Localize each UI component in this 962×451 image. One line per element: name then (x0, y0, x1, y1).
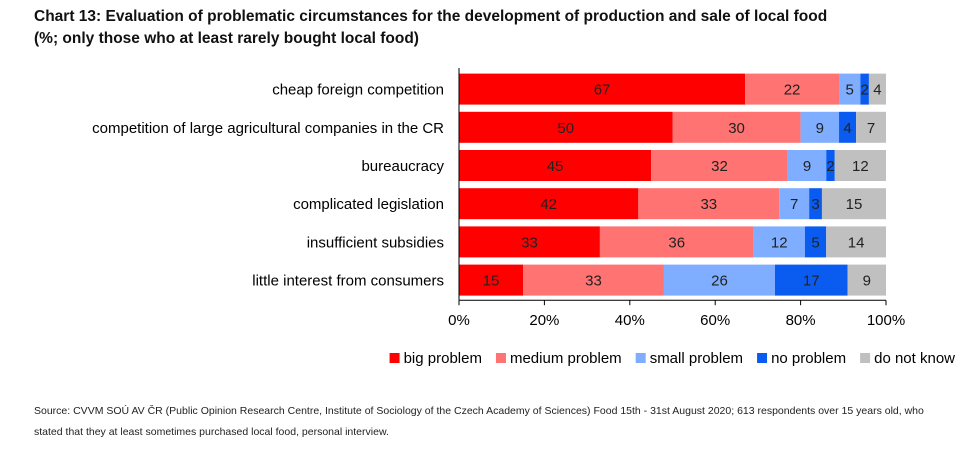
bar-segment (774, 264, 848, 296)
x-tick-label: 80% (786, 312, 816, 329)
x-tick-label: 40% (615, 312, 645, 329)
legend-label: small problem (650, 350, 743, 367)
data-label: 26 (711, 273, 728, 290)
legend-swatch (860, 353, 871, 363)
bar-segment (821, 188, 886, 220)
category-label: cheap foreign competition (272, 82, 444, 99)
data-label: 2 (860, 82, 868, 99)
category-label: insufficient subsidies (307, 234, 444, 251)
legend-label: medium problem (510, 350, 622, 367)
category-label: little interest from consumers (252, 273, 444, 290)
bar-segment (868, 73, 886, 105)
bar-segment (651, 150, 788, 181)
bar-segment (459, 188, 639, 220)
bar-segment (459, 111, 673, 143)
chart-title-block: Chart 13: Evaluation of problematic circ… (34, 6, 944, 50)
data-label: 2 (826, 158, 834, 175)
data-label: 30 (728, 120, 745, 137)
legend-swatch (495, 353, 506, 363)
data-label: 17 (803, 273, 820, 290)
bar-segment (459, 226, 600, 258)
category-label: bureaucracy (361, 158, 444, 175)
legend-swatch (389, 353, 400, 363)
data-label: 33 (700, 196, 717, 213)
bar-segment (826, 150, 835, 181)
bar-segment (663, 264, 775, 296)
data-label: 32 (711, 158, 728, 175)
x-tick-label: 60% (700, 312, 730, 329)
bar-segment (459, 73, 746, 105)
bar-segment (800, 111, 840, 143)
data-label: 36 (668, 234, 685, 251)
bar-segment (834, 150, 886, 181)
data-label: 5 (811, 234, 819, 251)
bar-segment (847, 264, 886, 296)
legend-label: big problem (404, 350, 482, 367)
data-label: 45 (547, 158, 564, 175)
legend-label: no problem (771, 350, 846, 367)
bar-segment (860, 73, 869, 105)
x-tick-label: 100% (867, 312, 905, 329)
chart-title: Chart 13: Evaluation of problematic circ… (34, 8, 828, 25)
data-label: 9 (803, 158, 811, 175)
data-label: 7 (790, 196, 798, 213)
bar-segment (856, 111, 886, 143)
data-label: 67 (594, 82, 611, 99)
bar-segment (839, 111, 857, 143)
data-label: 15 (483, 273, 500, 290)
data-label: 4 (873, 82, 881, 99)
legend-swatch (757, 353, 768, 363)
data-label: 5 (846, 82, 854, 99)
data-label: 33 (521, 234, 538, 251)
bar-segment (826, 226, 886, 258)
bar-segment (787, 150, 827, 181)
legend-label: do not know (874, 350, 955, 367)
data-label: 12 (771, 234, 788, 251)
x-tick-label: 20% (529, 312, 559, 329)
bar-segment (599, 226, 754, 258)
data-label: 12 (852, 158, 869, 175)
legend-swatch (635, 353, 646, 363)
bar-segment (459, 264, 524, 296)
bar-segment (459, 150, 652, 181)
data-label: 9 (863, 273, 871, 290)
bar-segment (839, 73, 861, 105)
bar-segment (638, 188, 780, 220)
stacked-bar-chart: cheap foreign competition 67 22 5 2 4competit… (92, 68, 955, 367)
bar-segment (753, 226, 805, 258)
bar-segment (804, 226, 827, 258)
category-label: competition of large agricultural compan… (92, 120, 444, 137)
data-label: 4 (843, 120, 851, 137)
data-label: 50 (557, 120, 574, 137)
chart-subtitle: (%; only those who at least rarely bough… (34, 30, 419, 47)
bar-segment (672, 111, 801, 143)
category-label: complicated legislation (293, 196, 444, 213)
data-label: 15 (846, 196, 863, 213)
bar-segment (809, 188, 822, 220)
data-label: 33 (585, 273, 602, 290)
x-tick-label: 0% (448, 312, 470, 329)
bar-segment (779, 188, 810, 220)
data-label: 42 (540, 196, 557, 213)
bar-segment (523, 264, 664, 296)
data-label: 22 (784, 82, 801, 99)
data-label: 3 (811, 196, 819, 213)
source-note: Source: CVVM SOÚ AV ČR (Public Opinion R… (34, 405, 924, 438)
data-label: 9 (816, 120, 824, 137)
bar-segment (745, 73, 840, 105)
data-label: 14 (848, 234, 865, 251)
data-label: 7 (867, 120, 875, 137)
